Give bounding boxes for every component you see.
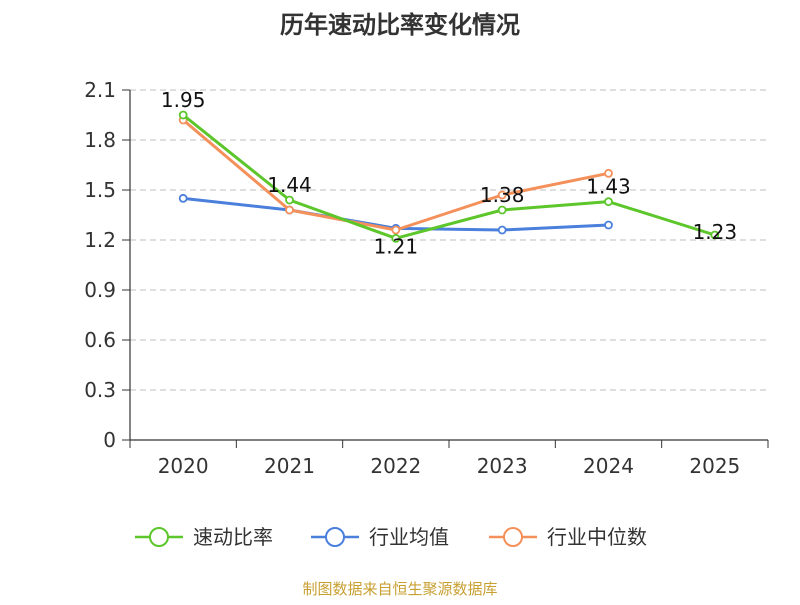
series-line-2 [182, 118, 609, 232]
legend-label: 行业均值 [369, 525, 449, 549]
data-point [285, 195, 294, 205]
data-point [710, 230, 720, 240]
data-label: 1.95 [161, 88, 206, 112]
y-tick-label: 0.3 [84, 378, 116, 402]
legend-marker-icon [503, 527, 523, 547]
legend-item-0[interactable]: 速动比率 [135, 525, 273, 549]
data-point [285, 205, 294, 215]
data-label: 1.21 [374, 234, 419, 258]
y-tick-label: 2.1 [84, 78, 116, 102]
data-point [604, 168, 613, 178]
legend-item-2[interactable]: 行业中位数 [489, 525, 647, 549]
axes: 0 0.3 0.6 0.9 1.2 1.5 1.8 2.1 2020 2021 2022 2023 20… [84, 78, 769, 478]
series-lines [178, 110, 720, 243]
x-tick-label: 2025 [689, 454, 740, 478]
data-labels: 1.95 1.44 1.21 1.38 1.43 1.23 [161, 88, 737, 258]
y-tick-label: 1.8 [84, 128, 116, 152]
grid-lines [130, 89, 768, 391]
data-label: 1.23 [693, 220, 738, 244]
y-tick-label: 1.5 [84, 178, 116, 202]
x-tick-label: 2021 [264, 454, 315, 478]
data-label: 1.44 [267, 173, 312, 197]
y-tick-label: 0.9 [84, 278, 116, 302]
legend[interactable]: 速动比率 行业均值 行业中位数 [135, 525, 647, 549]
y-tick-label: 0 [103, 428, 116, 452]
data-point [604, 220, 613, 230]
y-tick-label: 1.2 [84, 228, 116, 252]
data-point [178, 110, 188, 120]
data-point [178, 193, 188, 203]
legend-label: 行业中位数 [547, 525, 647, 549]
legend-item-1[interactable]: 行业均值 [311, 525, 449, 549]
data-point [391, 233, 401, 243]
data-point [497, 205, 507, 215]
x-tick-label: 2020 [158, 454, 209, 478]
data-point [497, 225, 507, 235]
series-line-0 [182, 113, 716, 240]
x-tick-label: 2024 [583, 454, 634, 478]
legend-marker-icon [325, 527, 345, 547]
y-tick-label: 0.6 [84, 328, 116, 352]
data-label: 1.43 [586, 175, 631, 199]
chart-title: 历年速动比率变化情况 [280, 11, 520, 39]
x-tick-label: 2022 [370, 454, 421, 478]
legend-label: 速动比率 [193, 525, 273, 549]
legend-marker-icon [149, 527, 169, 547]
data-label: 1.38 [480, 183, 525, 207]
x-tick-label: 2023 [477, 454, 528, 478]
data-point [391, 225, 401, 235]
data-point [497, 190, 507, 200]
source-note: 制图数据来自恒生聚源数据库 [302, 580, 497, 598]
data-point [604, 197, 613, 207]
